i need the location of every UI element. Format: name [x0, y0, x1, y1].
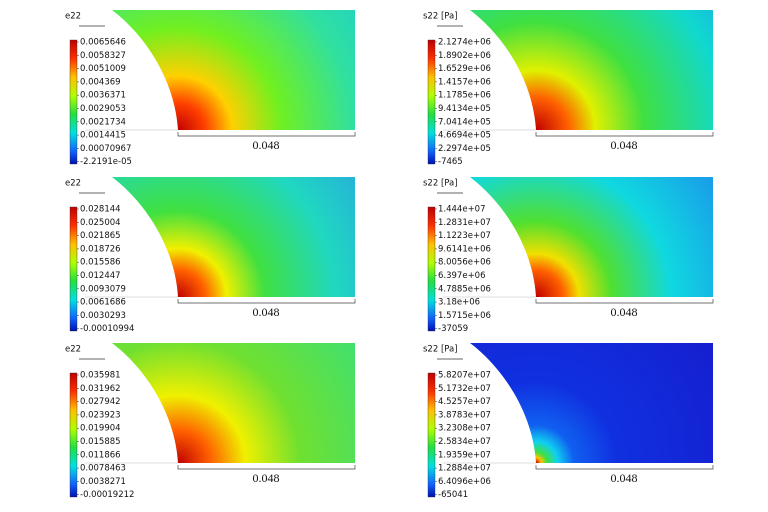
legend-label: 2.5834e+07 — [438, 437, 491, 447]
legend-label: 0.0014415 — [80, 131, 126, 141]
legend-title: s22 [Pa] — [423, 179, 458, 189]
legend-label: 0.025004 — [80, 218, 121, 228]
legend-label: 0.00070967 — [80, 144, 131, 154]
legend-label: 0.019904 — [80, 424, 121, 434]
color-bar — [69, 372, 78, 498]
legend-label: 0.0030293 — [80, 311, 126, 321]
legend-label: 1.6529e+06 — [438, 64, 491, 74]
legend-label: 1.444e+07 — [438, 205, 486, 215]
legend-label: 0.031962 — [80, 384, 121, 394]
scale-label: 0.048 — [253, 471, 280, 485]
legend-label: 2.2974e+05 — [438, 144, 491, 154]
legend-label: 4.7885e+06 — [438, 284, 491, 294]
legend-label: 2.1274e+06 — [438, 38, 491, 48]
scale-label: 0.048 — [611, 471, 638, 485]
scale-label: 0.048 — [611, 138, 638, 152]
legend-label: 0.021865 — [80, 231, 121, 241]
panel: e22 0.028144 0.025004 0.021865 0.018726 0.015… — [65, 177, 356, 334]
contour-field — [470, 343, 713, 463]
legend-label: 1.1223e+07 — [438, 231, 491, 241]
contour-field — [470, 10, 713, 130]
legend-title: s22 [Pa] — [423, 12, 458, 22]
legend-label: 0.0021734 — [80, 117, 126, 127]
legend-label: -0.00010994 — [80, 324, 134, 334]
legend-label: 0.0078463 — [80, 464, 126, 474]
legend-label: 6.4096e+06 — [438, 477, 491, 487]
legend-label: 9.6141e+06 — [438, 244, 491, 254]
legend-label: 4.6694e+05 — [438, 131, 491, 141]
panel: s22 [Pa] 5.8207e+07 5.1732e+07 4.5257e+07 3.… — [423, 343, 714, 500]
contour-field — [112, 10, 355, 130]
legend-label: -2.2191e-05 — [80, 157, 132, 167]
legend-label: -37059 — [438, 324, 468, 334]
legend-label: 0.027942 — [80, 397, 121, 407]
scale-bar — [177, 465, 356, 470]
legend-label: 7.0414e+05 — [438, 117, 491, 127]
scale-bar — [535, 132, 714, 137]
legend-label: 0.0051009 — [80, 64, 126, 74]
legend-label: 0.035981 — [80, 371, 121, 381]
legend-label: 9.4134e+05 — [438, 104, 491, 114]
legend-label: 5.8207e+07 — [438, 371, 491, 381]
legend-label: 0.012447 — [80, 271, 121, 281]
legend-label: 0.028144 — [80, 205, 121, 215]
scale-bar — [535, 299, 714, 304]
legend-label: 3.18e+06 — [438, 298, 480, 308]
scale-bar — [535, 465, 714, 470]
legend-label: 4.5257e+07 — [438, 397, 491, 407]
legend-title: e22 — [65, 179, 81, 189]
color-bar — [427, 206, 436, 332]
legend-label: 3.2308e+07 — [438, 424, 491, 434]
panel: e22 0.0065646 0.0058327 0.0051009 0.004369 0.… — [65, 10, 356, 167]
legend-label: 0.0029053 — [80, 104, 126, 114]
legend-label: 6.397e+06 — [438, 271, 486, 281]
legend-label: 0.0065646 — [80, 38, 126, 48]
legend-label: -7465 — [438, 157, 463, 167]
color-bar — [69, 39, 78, 165]
panel: s22 [Pa] 1.444e+07 1.2831e+07 1.1223e+07 9.6… — [423, 177, 714, 334]
legend-label: 1.2884e+07 — [438, 464, 491, 474]
legend-title: s22 [Pa] — [423, 345, 458, 355]
legend-label: 0.015586 — [80, 258, 121, 268]
contour-field — [112, 343, 355, 463]
legend-label: 1.9359e+07 — [438, 450, 491, 460]
scale-bar — [177, 299, 356, 304]
legend-label: 0.0036371 — [80, 91, 126, 101]
legend-label: 5.1732e+07 — [438, 384, 491, 394]
legend-label: -65041 — [438, 490, 468, 500]
legend-label: 1.1785e+06 — [438, 91, 491, 101]
legend-label: 0.011866 — [80, 450, 121, 460]
legend-label: 1.5715e+06 — [438, 311, 491, 321]
legend-label: -0.00019212 — [80, 490, 134, 500]
legend-label: 0.0038271 — [80, 477, 126, 487]
legend-label: 1.2831e+07 — [438, 218, 491, 228]
legend-label: 0.018726 — [80, 244, 121, 254]
legend-label: 1.8902e+06 — [438, 51, 491, 61]
legend-label: 1.4157e+06 — [438, 77, 491, 87]
legend-label: 0.023923 — [80, 410, 121, 420]
legend-label: 0.0061686 — [80, 298, 126, 308]
color-bar — [427, 372, 436, 498]
scale-label: 0.048 — [253, 138, 280, 152]
legend-label: 0.0058327 — [80, 51, 126, 61]
scale-bar — [177, 132, 356, 137]
contour-field — [470, 177, 713, 297]
legend-label: 0.015885 — [80, 437, 121, 447]
legend-title: e22 — [65, 345, 81, 355]
contour-field — [112, 177, 355, 297]
panel: s22 [Pa] 2.1274e+06 1.8902e+06 1.6529e+06 1.… — [423, 10, 714, 167]
legend-label: 8.0056e+06 — [438, 258, 491, 268]
legend-label: 3.8783e+07 — [438, 410, 491, 420]
color-bar — [69, 206, 78, 332]
scale-label: 0.048 — [611, 305, 638, 319]
legend-label: 0.0093079 — [80, 284, 126, 294]
legend-label: 0.004369 — [80, 77, 121, 87]
legend-title: e22 — [65, 12, 81, 22]
color-bar — [427, 39, 436, 165]
panel: e22 0.035981 0.031962 0.027942 0.023923 0.019… — [65, 343, 356, 500]
scale-label: 0.048 — [253, 305, 280, 319]
